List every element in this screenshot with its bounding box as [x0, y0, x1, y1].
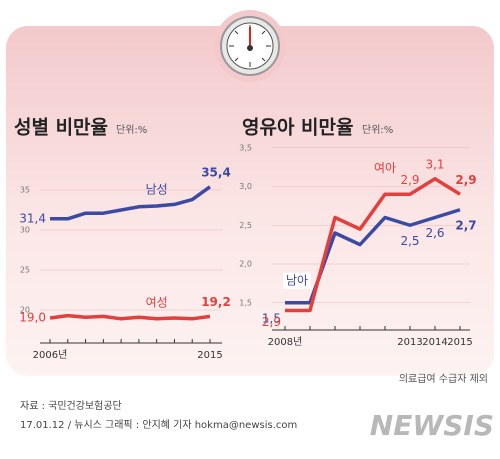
- y-tick-label: 35: [20, 186, 30, 195]
- y-tick-label: 2,0: [239, 260, 252, 269]
- note: 의료급여 수급자 제외: [399, 373, 488, 385]
- legend-label: 여아: [374, 161, 396, 175]
- series-line: [50, 185, 212, 221]
- y-tick-label: 20: [20, 306, 30, 315]
- x-tick-label: 2008년: [268, 336, 303, 348]
- value-label: 2,9: [400, 173, 419, 187]
- value-label: 19,2: [201, 295, 231, 309]
- x-tick-label: 2015: [447, 337, 472, 348]
- logo: NEWSIS: [370, 409, 494, 442]
- value-label: 1,5: [262, 311, 281, 325]
- y-tick-label: 3,0: [239, 182, 252, 191]
- legend-label: 남아: [286, 273, 308, 287]
- x-tick-label: 2015: [197, 350, 222, 361]
- y-tick-label: 25: [20, 266, 30, 275]
- legend-label: 남성: [146, 183, 168, 197]
- series-line: [285, 177, 461, 313]
- x-tick-label: 2014: [422, 337, 447, 348]
- chart-unit: 단위:%: [362, 123, 393, 136]
- legend-box: [283, 272, 311, 289]
- x-tick-label: 2006년: [33, 349, 68, 361]
- annotation: 2,9: [262, 315, 281, 329]
- credit: 17.01.12 / 뉴시스 그래픽 : 안지혜 기자 hokma@newsis…: [20, 419, 297, 431]
- y-tick-label: 3,5: [239, 143, 252, 152]
- legend-label: 여성: [146, 295, 168, 309]
- chart-title: 영유아 비만율: [242, 117, 354, 139]
- value-label: 2,7: [455, 218, 476, 232]
- source: 자료 : 국민건강보험공단: [20, 400, 122, 412]
- y-tick-label: 1,5: [239, 298, 252, 307]
- value-label: 2,5: [400, 234, 419, 248]
- value-label: 2,9: [455, 173, 476, 187]
- value-label: 3,1: [425, 157, 444, 171]
- scale-icon: [214, 10, 286, 82]
- series-line: [49, 313, 211, 321]
- y-tick-label: 30: [20, 226, 30, 235]
- chart-title: 성별 비만율: [14, 117, 108, 139]
- chart-unit: 단위:%: [116, 123, 147, 136]
- value-label: 2,6: [425, 226, 444, 240]
- value-label: 35,4: [201, 165, 231, 179]
- value-label: 31,4: [19, 211, 46, 225]
- background: [6, 26, 494, 376]
- y-tick-label: 2,5: [239, 221, 252, 230]
- value-label: 19,0: [19, 311, 46, 325]
- x-tick-label: 2013: [397, 337, 422, 348]
